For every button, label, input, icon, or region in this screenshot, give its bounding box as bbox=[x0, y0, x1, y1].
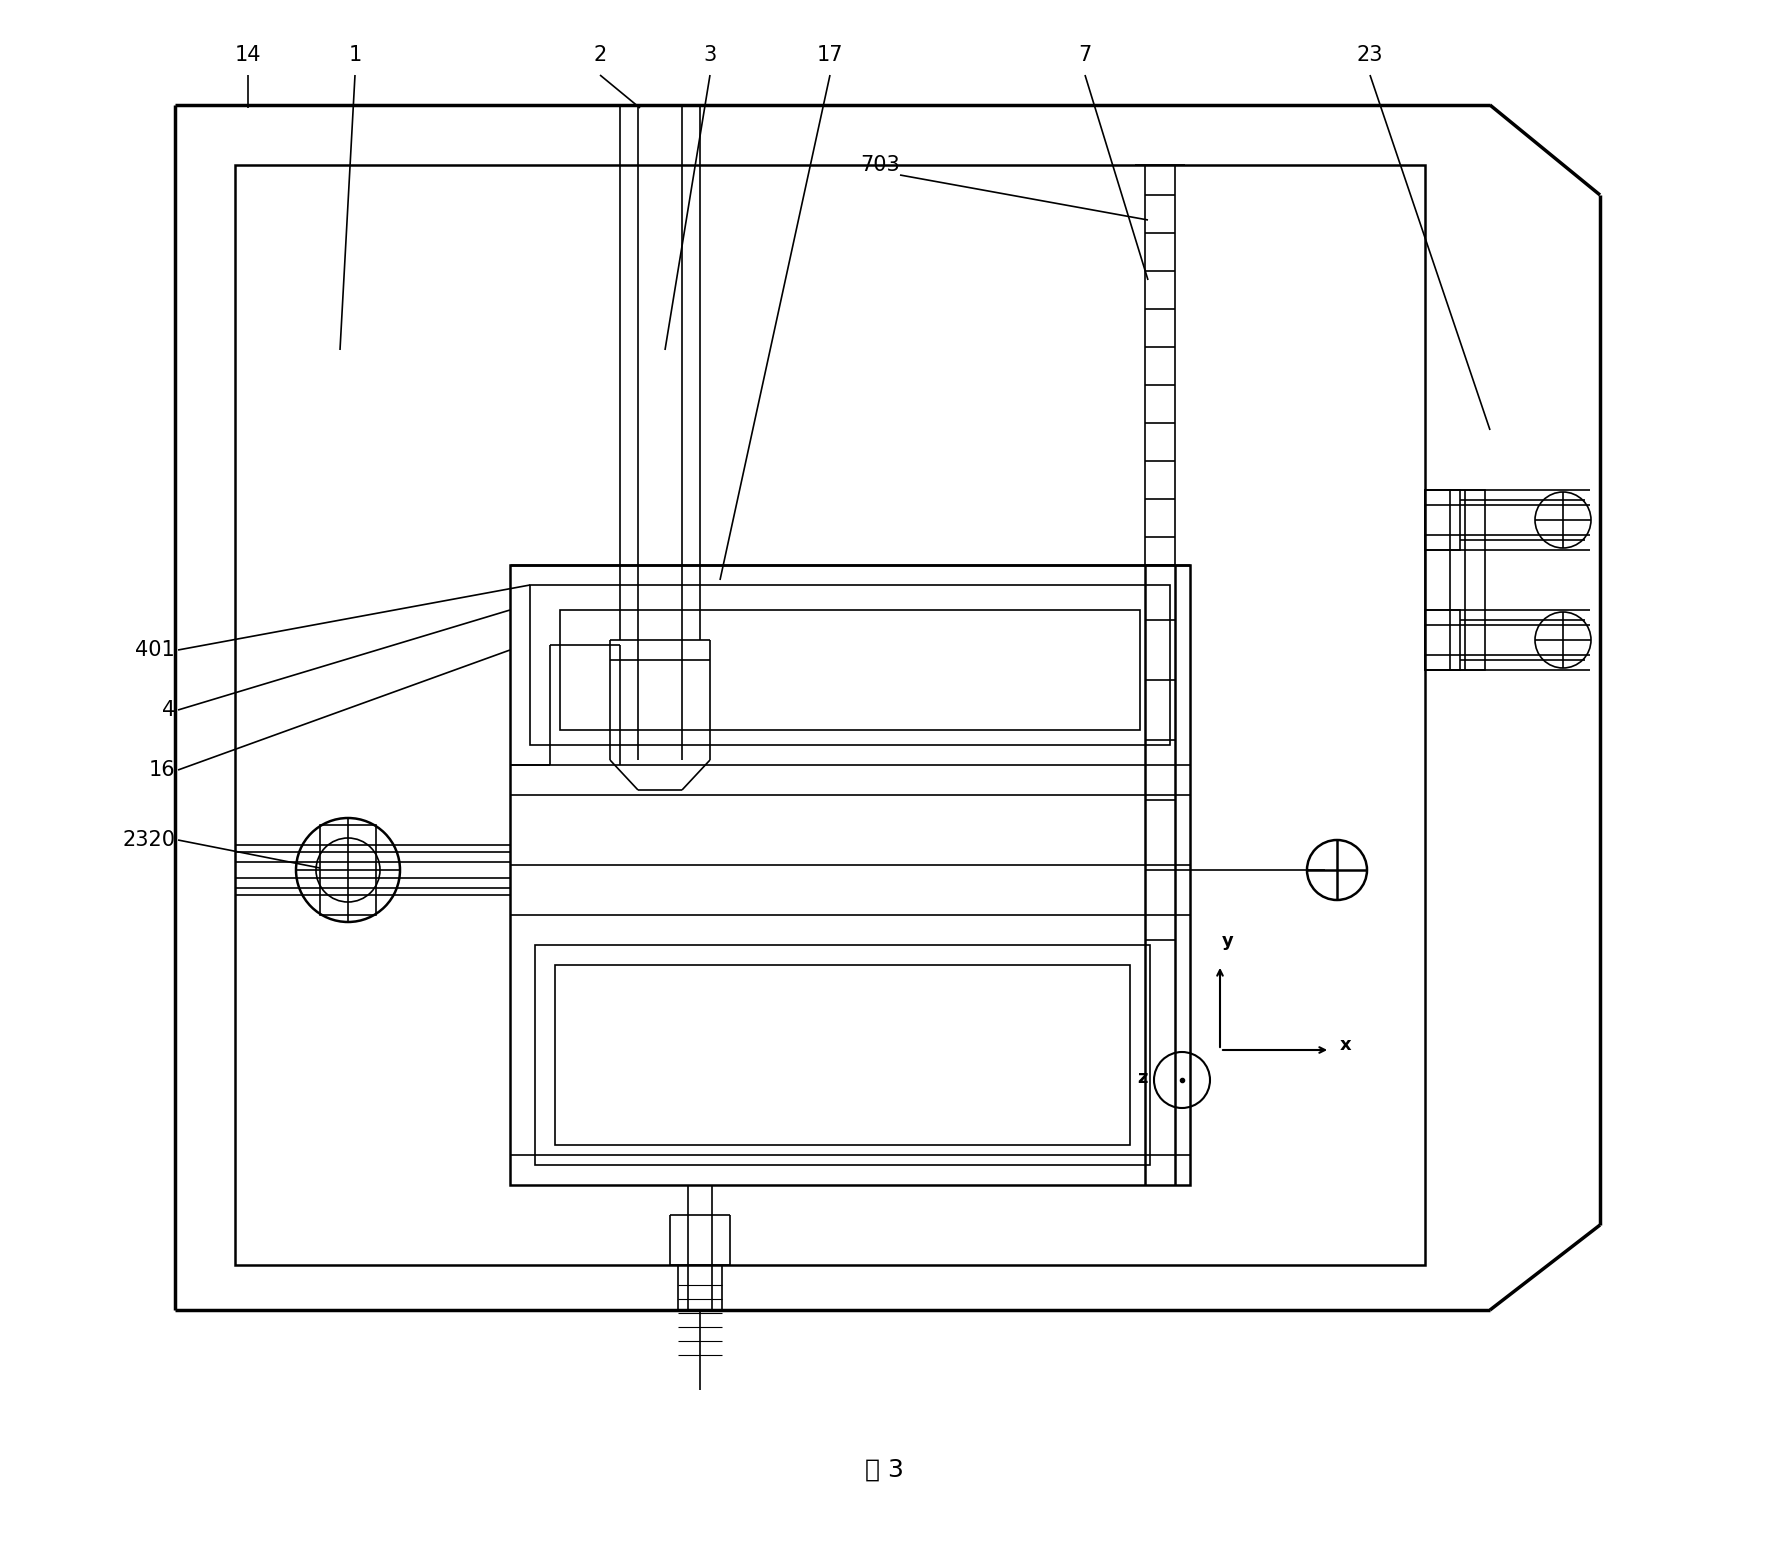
Bar bbox=[560, 610, 1140, 729]
Text: 17: 17 bbox=[817, 45, 843, 65]
Bar bbox=[536, 945, 1149, 1165]
Bar bbox=[1425, 490, 1485, 670]
Bar bbox=[530, 585, 1170, 745]
Text: y: y bbox=[1222, 931, 1234, 950]
Bar bbox=[1425, 490, 1460, 550]
Text: 4: 4 bbox=[161, 700, 175, 720]
Text: 401: 401 bbox=[134, 641, 175, 659]
Bar bbox=[320, 826, 377, 914]
Text: 图 3: 图 3 bbox=[865, 1459, 903, 1482]
Text: x: x bbox=[1340, 1036, 1351, 1054]
Text: 16: 16 bbox=[149, 760, 175, 781]
Bar bbox=[509, 564, 1190, 1185]
Text: 23: 23 bbox=[1356, 45, 1383, 65]
Text: 1: 1 bbox=[348, 45, 362, 65]
Bar bbox=[235, 165, 1425, 1266]
Text: 2: 2 bbox=[594, 45, 606, 65]
Text: 2320: 2320 bbox=[122, 830, 175, 851]
Text: 703: 703 bbox=[859, 156, 900, 176]
Text: z: z bbox=[1137, 1068, 1147, 1087]
Bar bbox=[1425, 610, 1460, 670]
Text: 14: 14 bbox=[235, 45, 262, 65]
Text: 3: 3 bbox=[704, 45, 716, 65]
Bar bbox=[555, 966, 1130, 1144]
Text: 7: 7 bbox=[1078, 45, 1091, 65]
